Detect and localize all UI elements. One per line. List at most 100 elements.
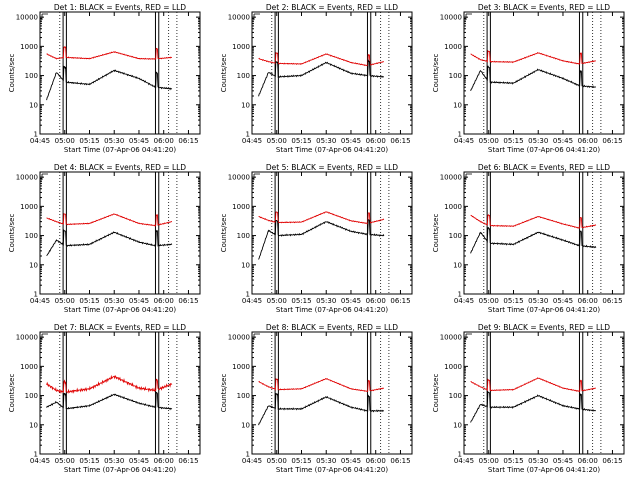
x-tick-label: 05:15 — [503, 297, 523, 305]
y-tick-label: 1 — [34, 291, 38, 299]
plot-frame — [251, 331, 413, 455]
series-events-line — [46, 229, 173, 256]
x-tick-label: 05:30 — [104, 137, 124, 145]
x-tick-label: 05:30 — [528, 457, 548, 465]
x-tick-label: 05:30 — [104, 297, 124, 305]
series-lld-line — [46, 46, 172, 60]
y-axis-label: Counts/sec — [8, 374, 16, 413]
x-tick-label: 05:30 — [528, 297, 548, 305]
y-tick-label: 1 — [246, 131, 250, 139]
x-axis-label: Start Time (07-Apr-06 04:41:20) — [64, 466, 176, 474]
x-tick-label: 05:15 — [503, 457, 523, 465]
x-tick-label: 05:45 — [553, 137, 573, 145]
y-tick-label: 10000 — [440, 334, 462, 342]
y-tick-label: 10 — [453, 101, 462, 109]
y-axis-label: Counts/sec — [220, 374, 228, 413]
chart-panel-6: Det 6: BLACK = Events, RED = LLD 1 10 100 10… — [432, 163, 625, 314]
series-lld-line — [258, 211, 385, 225]
x-tick-label: 06:15 — [390, 297, 410, 305]
y-tick-label: 10000 — [228, 334, 250, 342]
y-axis-label: Counts/sec — [8, 54, 16, 93]
chart-panel-9: Det 9: BLACK = Events, RED = LLD 1 10 100 10… — [432, 323, 625, 474]
y-tick-label: 1 — [458, 451, 462, 459]
x-tick-label: 06:00 — [366, 137, 386, 145]
y-tick-label: 1 — [458, 131, 462, 139]
y-axis-label: Counts/sec — [432, 374, 440, 413]
plot-frame — [463, 171, 625, 295]
x-tick-label: 04:45 — [454, 137, 474, 145]
x-tick-label: 04:45 — [30, 137, 50, 145]
x-tick-label: 05:30 — [316, 137, 336, 145]
chart-panel-5: Det 5: BLACK = Events, RED = LLD 1 10 100 10… — [220, 163, 413, 314]
chart-title: Det 2: BLACK = Events, RED = LLD — [266, 3, 398, 12]
x-tick-label: 05:15 — [291, 297, 311, 305]
x-tick-label: 04:45 — [30, 457, 50, 465]
y-tick-label: 100 — [25, 392, 38, 400]
x-tick-label: 05:45 — [341, 137, 361, 145]
x-tick-label: 04:45 — [30, 297, 50, 305]
x-tick-label: 06:15 — [178, 137, 198, 145]
chart-title: Det 3: BLACK = Events, RED = LLD — [478, 3, 610, 12]
y-tick-label: 10 — [29, 101, 38, 109]
y-tick-label: 10 — [453, 421, 462, 429]
series-events-line — [470, 390, 596, 423]
chart-panel-4: Det 4: BLACK = Events, RED = LLD 1 10 100 10… — [8, 163, 201, 314]
y-tick-label: 1000 — [20, 43, 38, 51]
chart-panel-2: Det 2: BLACK = Events, RED = LLD 1 10 100 10… — [220, 3, 413, 154]
x-tick-label: 05:45 — [129, 137, 149, 145]
chart-title: Det 6: BLACK = Events, RED = LLD — [478, 163, 610, 172]
x-tick-label: 06:00 — [154, 297, 174, 305]
x-tick-label: 06:00 — [154, 137, 174, 145]
x-tick-label: 04:45 — [242, 457, 262, 465]
x-tick-label: 05:00 — [55, 137, 75, 145]
y-tick-label: 10000 — [228, 14, 250, 22]
chart-title: Det 8: BLACK = Events, RED = LLD — [266, 323, 398, 332]
y-tick-label: 1 — [246, 291, 250, 299]
x-tick-label: 05:45 — [341, 297, 361, 305]
x-tick-label: 06:15 — [602, 297, 622, 305]
x-tick-label: 04:45 — [242, 137, 262, 145]
x-axis-label: Start Time (07-Apr-06 04:41:20) — [64, 306, 176, 314]
y-tick-label: 100 — [25, 72, 38, 80]
x-tick-label: 05:30 — [528, 137, 548, 145]
x-tick-label: 05:00 — [267, 297, 287, 305]
y-tick-label: 10 — [29, 261, 38, 269]
x-tick-label: 05:00 — [55, 297, 75, 305]
x-tick-label: 06:00 — [366, 297, 386, 305]
x-tick-label: 05:30 — [104, 457, 124, 465]
x-tick-label: 06:15 — [602, 457, 622, 465]
y-axis-label: Counts/sec — [8, 214, 16, 253]
chart-title: Det 1: BLACK = Events, RED = LLD — [54, 3, 186, 12]
chart-panel-8: Det 8: BLACK = Events, RED = LLD 1 10 100 10… — [220, 323, 413, 474]
y-tick-label: 10 — [241, 101, 250, 109]
y-tick-label: 1000 — [20, 363, 38, 371]
x-tick-label: 06:15 — [390, 457, 410, 465]
chart-title: Det 4: BLACK = Events, RED = LLD — [54, 163, 186, 172]
x-tick-label: 05:30 — [316, 457, 336, 465]
y-tick-label: 100 — [237, 72, 250, 80]
y-tick-label: 100 — [449, 232, 462, 240]
y-tick-label: 1000 — [232, 203, 250, 211]
series-lld-line — [46, 213, 173, 227]
plot-frame — [463, 11, 625, 135]
y-tick-label: 1000 — [444, 203, 462, 211]
plot-frame — [39, 171, 201, 295]
x-tick-label: 05:45 — [553, 457, 573, 465]
x-axis-label: Start Time (07-Apr-06 04:41:20) — [488, 306, 600, 314]
x-tick-label: 05:00 — [267, 457, 287, 465]
x-tick-label: 05:45 — [129, 457, 149, 465]
x-tick-label: 05:15 — [79, 297, 99, 305]
series-lld-line — [470, 377, 596, 392]
x-tick-label: 05:15 — [79, 137, 99, 145]
x-tick-label: 05:45 — [341, 457, 361, 465]
y-tick-label: 10000 — [16, 334, 38, 342]
y-tick-label: 1 — [246, 451, 250, 459]
y-axis-label: Counts/sec — [220, 214, 228, 253]
y-tick-label: 10 — [241, 421, 250, 429]
y-tick-label: 10000 — [228, 174, 250, 182]
plot-frame — [463, 331, 625, 455]
x-tick-label: 05:15 — [503, 137, 523, 145]
y-tick-label: 100 — [449, 392, 462, 400]
y-tick-label: 100 — [25, 232, 38, 240]
x-axis-label: Start Time (07-Apr-06 04:41:20) — [64, 146, 176, 154]
